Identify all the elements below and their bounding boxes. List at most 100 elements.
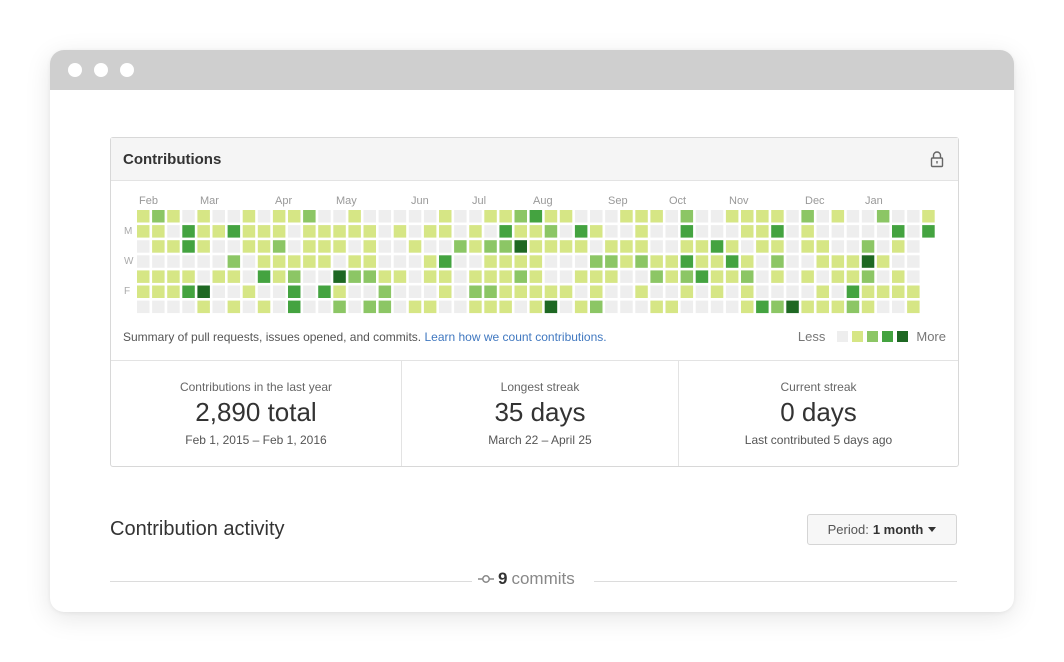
contribution-day-cell[interactable]	[907, 285, 920, 299]
contribution-day-cell[interactable]	[816, 285, 830, 299]
contribution-day-cell[interactable]	[469, 300, 482, 314]
contribution-day-cell[interactable]	[605, 225, 618, 238]
contribution-day-cell[interactable]	[499, 285, 512, 299]
contribution-day-cell[interactable]	[152, 225, 165, 238]
contribution-day-cell[interactable]	[167, 210, 180, 223]
contribution-day-cell[interactable]	[393, 225, 407, 238]
period-dropdown-button[interactable]: Period: 1 month	[807, 514, 957, 545]
contribution-day-cell[interactable]	[559, 300, 573, 314]
contribution-day-cell[interactable]	[846, 210, 860, 223]
contribution-day-cell[interactable]	[469, 255, 482, 268]
contribution-day-cell[interactable]	[303, 255, 316, 268]
contribution-day-cell[interactable]	[529, 240, 543, 253]
contribution-day-cell[interactable]	[665, 255, 679, 268]
contribution-day-cell[interactable]	[439, 225, 452, 238]
contribution-day-cell[interactable]	[242, 225, 256, 238]
contribution-day-cell[interactable]	[710, 210, 724, 223]
contribution-day-cell[interactable]	[529, 255, 543, 268]
contribution-day-cell[interactable]	[288, 270, 301, 283]
contribution-day-cell[interactable]	[348, 285, 361, 299]
contribution-day-cell[interactable]	[544, 270, 558, 283]
contribution-day-cell[interactable]	[454, 285, 467, 299]
contribution-day-cell[interactable]	[182, 225, 195, 238]
contribution-day-cell[interactable]	[831, 270, 845, 283]
contribution-day-cell[interactable]	[499, 225, 512, 238]
contribution-day-cell[interactable]	[590, 225, 603, 238]
contribution-day-cell[interactable]	[831, 240, 845, 253]
contribution-day-cell[interactable]	[635, 240, 648, 253]
contribution-day-cell[interactable]	[801, 255, 814, 268]
contribution-day-cell[interactable]	[741, 270, 754, 283]
contribution-day-cell[interactable]	[303, 210, 316, 223]
contribution-day-cell[interactable]	[559, 285, 573, 299]
contribution-day-cell[interactable]	[272, 270, 286, 283]
contribution-day-cell[interactable]	[378, 285, 392, 299]
contribution-day-cell[interactable]	[861, 255, 875, 268]
contribution-day-cell[interactable]	[892, 270, 905, 283]
contribution-day-cell[interactable]	[771, 300, 784, 314]
contribution-day-cell[interactable]	[635, 300, 648, 314]
contribution-day-cell[interactable]	[846, 255, 860, 268]
contribution-day-cell[interactable]	[393, 285, 407, 299]
contribution-day-cell[interactable]	[469, 285, 482, 299]
contribution-day-cell[interactable]	[423, 210, 437, 223]
contribution-day-cell[interactable]	[710, 300, 724, 314]
contribution-day-cell[interactable]	[318, 225, 331, 238]
contribution-day-cell[interactable]	[620, 210, 633, 223]
contribution-day-cell[interactable]	[333, 210, 346, 223]
contribution-day-cell[interactable]	[816, 225, 830, 238]
contribution-day-cell[interactable]	[152, 285, 165, 299]
contribution-day-cell[interactable]	[605, 210, 618, 223]
contribution-day-cell[interactable]	[786, 285, 799, 299]
contribution-day-cell[interactable]	[529, 225, 543, 238]
contribution-day-cell[interactable]	[892, 210, 905, 223]
contribution-day-cell[interactable]	[846, 270, 860, 283]
contribution-day-cell[interactable]	[725, 300, 739, 314]
contribution-day-cell[interactable]	[378, 240, 392, 253]
contribution-day-cell[interactable]	[574, 255, 588, 268]
contribution-day-cell[interactable]	[348, 255, 361, 268]
contribution-day-cell[interactable]	[907, 255, 920, 268]
contribution-day-cell[interactable]	[559, 255, 573, 268]
contribution-day-cell[interactable]	[876, 255, 890, 268]
contribution-day-cell[interactable]	[756, 300, 769, 314]
contribution-day-cell[interactable]	[318, 255, 331, 268]
contribution-day-cell[interactable]	[272, 285, 286, 299]
contribution-day-cell[interactable]	[242, 240, 256, 253]
contribution-day-cell[interactable]	[469, 210, 482, 223]
close-dot[interactable]	[68, 63, 82, 77]
contribution-day-cell[interactable]	[333, 225, 346, 238]
contribution-day-cell[interactable]	[288, 240, 301, 253]
minimize-dot[interactable]	[94, 63, 108, 77]
contribution-day-cell[interactable]	[725, 255, 739, 268]
contribution-day-cell[interactable]	[725, 285, 739, 299]
contribution-day-cell[interactable]	[650, 270, 663, 283]
contribution-day-cell[interactable]	[484, 225, 497, 238]
contribution-day-cell[interactable]	[710, 270, 724, 283]
contribution-day-cell[interactable]	[786, 270, 799, 283]
contribution-day-cell[interactable]	[695, 300, 709, 314]
contribution-day-cell[interactable]	[257, 285, 271, 299]
contribution-day-cell[interactable]	[590, 300, 603, 314]
contribution-day-cell[interactable]	[741, 285, 754, 299]
contribution-day-cell[interactable]	[831, 225, 845, 238]
contribution-day-cell[interactable]	[167, 270, 180, 283]
contribution-day-cell[interactable]	[257, 255, 271, 268]
contribution-day-cell[interactable]	[227, 270, 241, 283]
contribution-day-cell[interactable]	[499, 255, 512, 268]
contribution-day-cell[interactable]	[272, 240, 286, 253]
contribution-day-cell[interactable]	[574, 300, 588, 314]
contribution-day-cell[interactable]	[574, 270, 588, 283]
contribution-day-cell[interactable]	[620, 285, 633, 299]
contribution-day-cell[interactable]	[378, 210, 392, 223]
contribution-day-cell[interactable]	[242, 210, 256, 223]
contribution-day-cell[interactable]	[484, 240, 497, 253]
contribution-day-cell[interactable]	[605, 255, 618, 268]
contribution-day-cell[interactable]	[318, 285, 331, 299]
contribution-day-cell[interactable]	[484, 255, 497, 268]
contribution-day-cell[interactable]	[288, 300, 301, 314]
contribution-day-cell[interactable]	[846, 300, 860, 314]
contribution-day-cell[interactable]	[605, 240, 618, 253]
contribution-day-cell[interactable]	[529, 285, 543, 299]
contribution-day-cell[interactable]	[408, 285, 422, 299]
